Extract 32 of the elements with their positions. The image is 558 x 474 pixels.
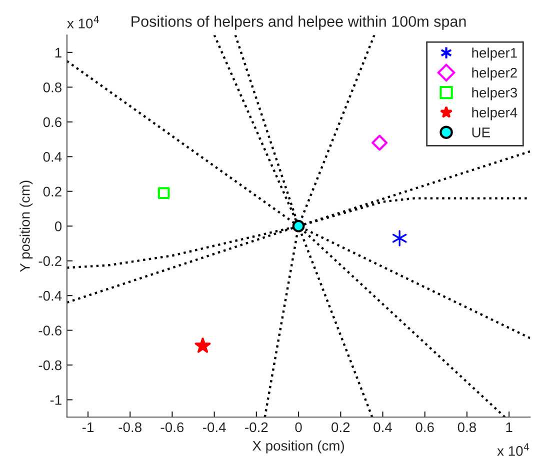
legend-label: helper3 [472, 87, 517, 100]
y-tick-label: -0.8 [38, 360, 62, 370]
text: x 10$^{4}$ [67, 16, 99, 28]
legend-label: UE [472, 128, 490, 138]
y-tick-label: 0.8 [43, 82, 62, 92]
x-tick-label: 0.2 [332, 422, 350, 432]
y-tick-label: 0.4 [43, 152, 62, 162]
legend-label: helper1 [472, 48, 517, 61]
x-tick-label: -0.4 [202, 422, 226, 432]
x-axis-title: X position (cm) [252, 440, 344, 454]
x-tick-label: -0.2 [245, 422, 268, 432]
x-tick-label: 0.4 [374, 422, 392, 432]
x-tick-label: 1 [506, 422, 512, 432]
x-tick-label: 0.6 [416, 422, 434, 432]
x-tick-label: -0.8 [118, 422, 142, 432]
x-tick-label: 0.8 [458, 422, 476, 432]
x-tick-label: 0 [295, 422, 302, 432]
legend-label: helper2 [472, 67, 517, 80]
y-tick-label: 0.6 [43, 117, 62, 128]
y-tick-label: 1 [55, 48, 62, 58]
y-tick-label: -0.6 [38, 326, 62, 336]
text: x 10$^{4}$ [497, 443, 530, 456]
x-tick-label: -0.6 [160, 422, 184, 432]
y-tick-label: -0.4 [38, 290, 62, 301]
y-axis-title: Y position (cm) [20, 180, 33, 272]
y-tick-label: -1 [50, 395, 62, 405]
x-tick-label: -1 [82, 422, 94, 432]
chart-title: Positions of helpers and helpee within 100m span [132, 16, 466, 30]
legend-label: helper4 [472, 107, 518, 120]
y-tick-label: 0 [54, 221, 62, 232]
y-tick-label: 0.2 [43, 186, 62, 197]
y-tick-label: -0.2 [38, 256, 62, 266]
